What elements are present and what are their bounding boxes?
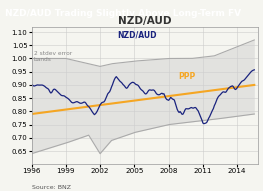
- Text: 2 stdev error
bands: 2 stdev error bands: [34, 52, 72, 62]
- Text: NZD/AUD: NZD/AUD: [118, 31, 157, 40]
- Text: Source: BNZ: Source: BNZ: [32, 185, 70, 190]
- Text: PPP: PPP: [179, 72, 196, 81]
- Text: NZD/AUD Trading Slightly Above Long-Term FV: NZD/AUD Trading Slightly Above Long-Term…: [5, 9, 241, 18]
- Title: NZD/AUD: NZD/AUD: [118, 16, 171, 26]
